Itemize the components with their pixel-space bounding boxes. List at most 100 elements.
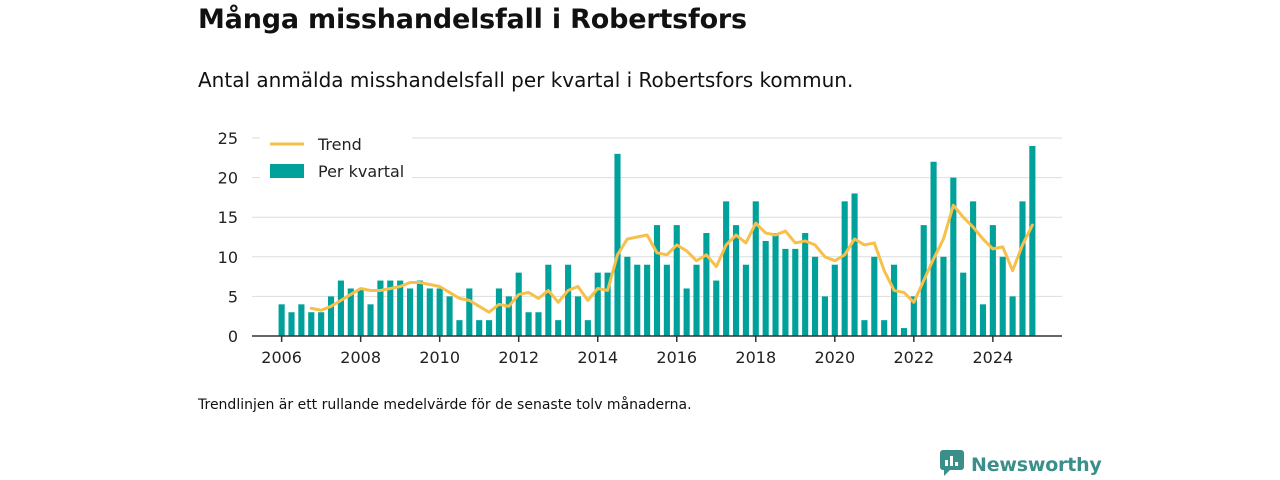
bar — [881, 320, 888, 336]
y-axis-ticks: 0 5 10 15 20 25 — [218, 129, 238, 346]
bar — [515, 272, 522, 336]
y-tick-label: 10 — [218, 248, 238, 267]
bar — [574, 296, 582, 336]
bar — [663, 264, 670, 336]
bar — [693, 264, 700, 336]
bar — [466, 288, 473, 336]
bar — [772, 233, 779, 336]
bar — [446, 296, 453, 336]
y-tick-label: 0 — [228, 327, 238, 346]
x-tick-label: 2008 — [340, 348, 381, 367]
x-tick-label: 2012 — [498, 348, 539, 367]
bar — [634, 264, 641, 336]
x-tick-label: 2014 — [577, 348, 618, 367]
bar — [713, 280, 720, 336]
bar — [476, 320, 483, 336]
bar — [811, 256, 819, 336]
bar — [821, 296, 828, 336]
bar — [841, 201, 848, 336]
bar — [604, 272, 611, 336]
bar — [357, 288, 364, 336]
x-tick-label: 2022 — [893, 348, 934, 367]
bar — [673, 225, 680, 336]
bar — [762, 240, 769, 336]
bar — [703, 233, 710, 336]
bar — [851, 193, 858, 336]
chart-footnote: Trendlinjen är ett rullande medelvärde f… — [198, 397, 692, 413]
bar — [782, 248, 789, 336]
bar — [367, 304, 374, 336]
bar — [555, 320, 562, 336]
bar — [278, 304, 285, 336]
bar — [683, 288, 690, 336]
bar — [288, 312, 295, 336]
bar — [910, 296, 917, 336]
bar — [397, 280, 404, 336]
bar — [426, 288, 433, 336]
brand-name: Newsworthy — [971, 454, 1102, 476]
bar — [436, 288, 443, 336]
bar — [742, 264, 749, 336]
bar — [891, 264, 898, 336]
bar — [900, 328, 908, 336]
chart-title: Många misshandelsfall i Robertsfors — [198, 4, 747, 35]
x-tick-label: 2010 — [419, 348, 460, 367]
legend-trend-label: Trend — [317, 135, 362, 154]
bar — [525, 312, 532, 336]
bar — [456, 320, 463, 336]
x-tick-label: 2006 — [261, 348, 302, 367]
bar — [960, 272, 967, 336]
bar — [1009, 296, 1016, 336]
x-axis-ticks: 2006 2008 2010 2012 2014 2016 2018 2020 2022 2024 — [261, 336, 1013, 367]
bar — [495, 288, 503, 336]
bar — [377, 280, 384, 336]
bar — [831, 264, 838, 336]
bar — [653, 225, 661, 336]
bar — [337, 280, 344, 336]
x-tick-label: 2024 — [972, 348, 1013, 367]
bar — [505, 296, 512, 336]
bar — [594, 272, 601, 336]
chart-subtitle: Antal anmälda misshandelsfall per kvarta… — [198, 68, 854, 92]
bar-series-per-kvartal — [278, 145, 1036, 336]
bar — [1019, 201, 1026, 336]
bar — [308, 312, 315, 336]
y-tick-label: 25 — [218, 129, 238, 148]
legend-bar-swatch — [270, 164, 304, 178]
bar — [565, 264, 572, 336]
bar — [545, 264, 552, 336]
bar — [970, 201, 977, 336]
bar — [940, 256, 947, 336]
bar — [732, 225, 740, 336]
bar — [318, 312, 325, 336]
bar — [644, 264, 651, 336]
x-tick-label: 2018 — [735, 348, 776, 367]
bar — [930, 161, 937, 336]
legend: Trend Per kvartal — [260, 130, 412, 186]
x-tick-label: 2020 — [814, 348, 855, 367]
bar — [950, 177, 957, 336]
bar — [347, 288, 354, 336]
bar — [406, 288, 414, 336]
bar — [792, 248, 799, 336]
trend-line — [309, 203, 1034, 314]
y-tick-label: 20 — [218, 169, 238, 188]
bar — [535, 312, 542, 336]
bar — [584, 320, 591, 336]
y-tick-label: 5 — [228, 287, 238, 306]
bar — [387, 280, 394, 336]
bar — [624, 256, 631, 336]
bar — [1029, 145, 1036, 336]
newsworthy-logo-icon — [940, 450, 964, 480]
bar — [979, 304, 987, 336]
bar — [752, 201, 759, 336]
bar — [871, 256, 878, 336]
bar — [416, 280, 423, 336]
bar — [802, 233, 809, 336]
legend-bar-label: Per kvartal — [318, 162, 404, 181]
bar — [989, 225, 996, 336]
bar — [614, 153, 621, 336]
bar — [723, 201, 730, 336]
bar — [861, 320, 868, 336]
